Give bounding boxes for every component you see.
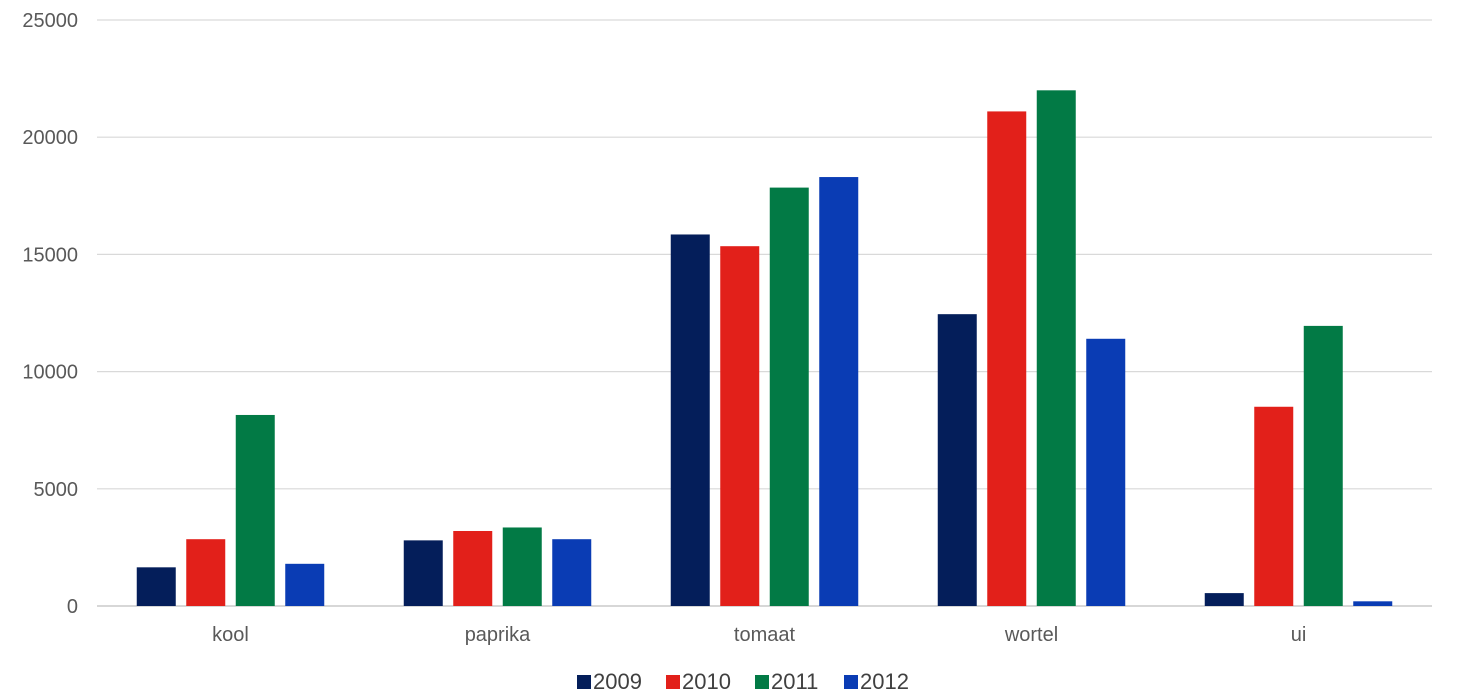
bar-2009-tomaat [670,234,710,606]
legend-label: 2011 [771,669,818,694]
bar-2010-tomaat [720,246,760,607]
bar-2011-wortel [1036,90,1076,606]
bar-2010-paprika [453,530,493,606]
legend-label: 2012 [860,669,909,694]
bar-2011-ui [1303,325,1343,606]
y-tick-label: 20000 [22,127,78,149]
legend-item-2011: 2011 [755,669,818,694]
y-tick-label: 0 [67,596,78,618]
y-tick-label: 10000 [22,362,78,384]
bar-2009-ui [1204,593,1244,606]
legend-item-2012: 2012 [844,669,909,694]
legend-item-2009: 2009 [577,669,642,694]
legend-swatch [577,675,591,689]
y-tick-label: 15000 [22,244,78,266]
y-tick-label: 25000 [22,10,78,32]
bar-2011-kool [235,414,275,606]
x-tick-label: kool [212,624,249,646]
bar-2009-kool [136,567,176,606]
y-tick-label: 5000 [34,479,79,501]
bar-2012-wortel [1086,338,1126,606]
bar-2010-ui [1254,406,1294,606]
x-tick-label: tomaat [734,624,796,646]
legend-item-2010: 2010 [666,669,731,694]
bar-2010-wortel [987,111,1027,606]
legend-label: 2010 [682,669,731,694]
gridlines [97,19,1432,607]
x-tick-label: ui [1291,624,1307,646]
bar-2011-tomaat [769,187,809,606]
legend-swatch [755,675,769,689]
x-tick-label: paprika [465,624,531,646]
x-tick-label: wortel [1004,624,1058,646]
bar-2012-kool [285,563,325,606]
x-axis-ticks: kool paprika tomaat wortel ui [212,624,1306,646]
bar-2011-paprika [502,527,542,606]
bar-2010-kool [186,539,226,606]
y-axis-ticks: 0 5000 10000 15000 20000 25000 [22,10,78,618]
bar-2009-paprika [403,540,443,606]
bar-2012-ui [1353,601,1393,606]
bars [136,90,1393,607]
bar-2012-tomaat [819,177,859,606]
bar-2009-wortel [937,314,977,606]
legend-label: 2009 [593,669,642,694]
legend-swatch [666,675,680,689]
bar-2012-paprika [552,539,592,606]
legend-swatch [844,675,858,689]
legend: 2009 2010 2011 2012 [577,669,909,694]
